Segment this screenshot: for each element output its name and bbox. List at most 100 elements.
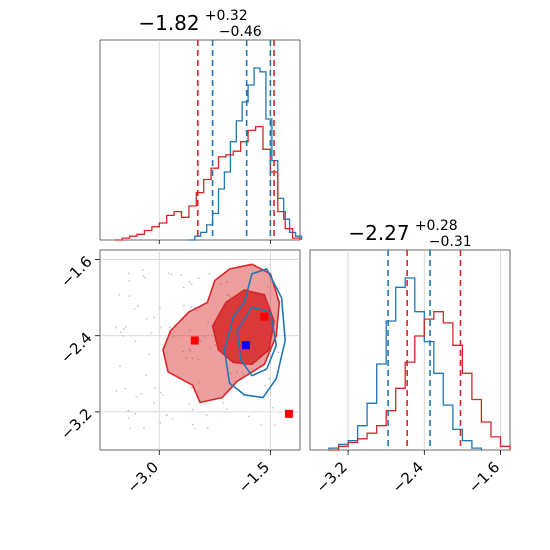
marker-2 — [260, 312, 269, 321]
sample-point — [226, 293, 228, 296]
sample-point — [137, 304, 140, 307]
marker-3 — [284, 409, 293, 418]
sample-point — [229, 372, 232, 375]
sample-point — [122, 335, 124, 337]
contour-blue-inner — [236, 306, 278, 377]
sample-point — [167, 272, 170, 275]
y-tick-label: −1.6 — [57, 252, 95, 290]
y-tick-label: −3.2 — [57, 405, 95, 443]
sample-point — [129, 427, 132, 430]
sample-point — [188, 348, 191, 351]
sample-point — [205, 402, 208, 404]
sample-point — [209, 347, 212, 349]
sample-point — [134, 412, 137, 415]
sample-point — [119, 365, 121, 367]
sample-point — [162, 394, 165, 396]
sample-point — [127, 410, 129, 412]
title-param-1: −1.82 +0.32 −0.46 — [138, 5, 261, 40]
title-param-2-minus: −0.31 — [429, 234, 472, 250]
sample-point — [243, 373, 245, 376]
sample-point — [150, 332, 153, 334]
x-tick-label: −1.6 — [465, 458, 503, 496]
x-tick-label: −2.4 — [389, 458, 427, 496]
sample-point — [166, 414, 168, 417]
sample-point — [208, 273, 211, 275]
sample-point — [145, 317, 148, 320]
sample-point — [127, 417, 130, 420]
histogram-series-1 — [188, 67, 303, 241]
sample-point — [128, 295, 131, 297]
sample-point — [185, 357, 188, 359]
sample-point — [144, 277, 146, 279]
sample-point — [190, 283, 193, 286]
sample-point — [271, 406, 274, 409]
sample-point — [125, 326, 127, 328]
sample-point — [220, 282, 223, 285]
title-param-2: −2.27 +0.28 −0.31 — [348, 215, 471, 250]
title-param-1-plus: +0.32 — [205, 8, 248, 24]
sample-point — [205, 414, 208, 416]
sample-point — [190, 387, 193, 390]
sample-point — [172, 335, 175, 338]
sample-point — [182, 304, 185, 307]
sample-point — [191, 357, 194, 360]
title-param-2-value: −2.27 — [348, 221, 409, 245]
sample-point — [154, 410, 157, 413]
sample-point — [169, 326, 171, 329]
sample-point — [277, 351, 279, 354]
sample-point — [214, 344, 216, 346]
sample-point — [160, 391, 162, 394]
sample-point — [241, 371, 244, 374]
sample-point — [182, 286, 185, 289]
sample-point — [115, 326, 118, 329]
sample-point — [229, 296, 232, 298]
x-tick-label: −3.0 — [124, 458, 162, 496]
y-tick-label: −2.4 — [57, 329, 95, 367]
sample-point — [145, 374, 148, 377]
sample-point — [191, 408, 194, 411]
x-tick-label: −3.2 — [312, 458, 350, 496]
sample-point — [268, 377, 270, 380]
sample-point — [135, 396, 138, 398]
marginal-histogram-param-2: −3.2 −2.4 −1.6 −2.27 +0.28 −0.31 — [309, 215, 511, 497]
sample-point — [153, 316, 156, 319]
sample-point — [142, 269, 144, 271]
sample-point — [128, 280, 131, 282]
sample-point — [192, 423, 194, 426]
sample-point — [197, 358, 200, 361]
sample-point — [118, 293, 120, 296]
sample-point — [189, 350, 192, 352]
sample-point — [228, 294, 231, 297]
sample-point — [267, 285, 269, 288]
sample-point — [159, 422, 162, 424]
sample-point — [213, 339, 216, 342]
sample-point — [247, 415, 250, 418]
sample-point — [188, 403, 191, 405]
sample-point — [120, 331, 122, 334]
sample-point — [159, 307, 161, 309]
sample-point — [189, 306, 192, 309]
sample-point — [134, 340, 137, 342]
title-param-1-value: −1.82 — [138, 11, 199, 35]
sample-point — [188, 281, 191, 283]
sample-point — [140, 392, 143, 395]
sample-point — [171, 417, 174, 420]
title-param-1-minus: −0.46 — [219, 24, 262, 40]
sample-point — [153, 387, 156, 390]
sample-point — [199, 340, 202, 342]
histogram-series-1 — [328, 277, 483, 450]
sample-point — [203, 336, 206, 339]
sample-point — [222, 401, 224, 404]
sample-point — [196, 309, 199, 311]
sample-point — [188, 329, 191, 332]
x-tick-label: −1.5 — [235, 458, 273, 496]
sample-point — [206, 427, 209, 430]
marginal-histogram-param-1: −1.82 +0.32 −0.46 — [99, 5, 303, 244]
title-param-2-plus: +0.28 — [415, 218, 458, 234]
sample-point — [225, 281, 228, 284]
sample-point — [148, 353, 150, 356]
marker-4 — [241, 341, 250, 350]
sample-point — [133, 308, 136, 310]
sample-point — [198, 277, 200, 280]
